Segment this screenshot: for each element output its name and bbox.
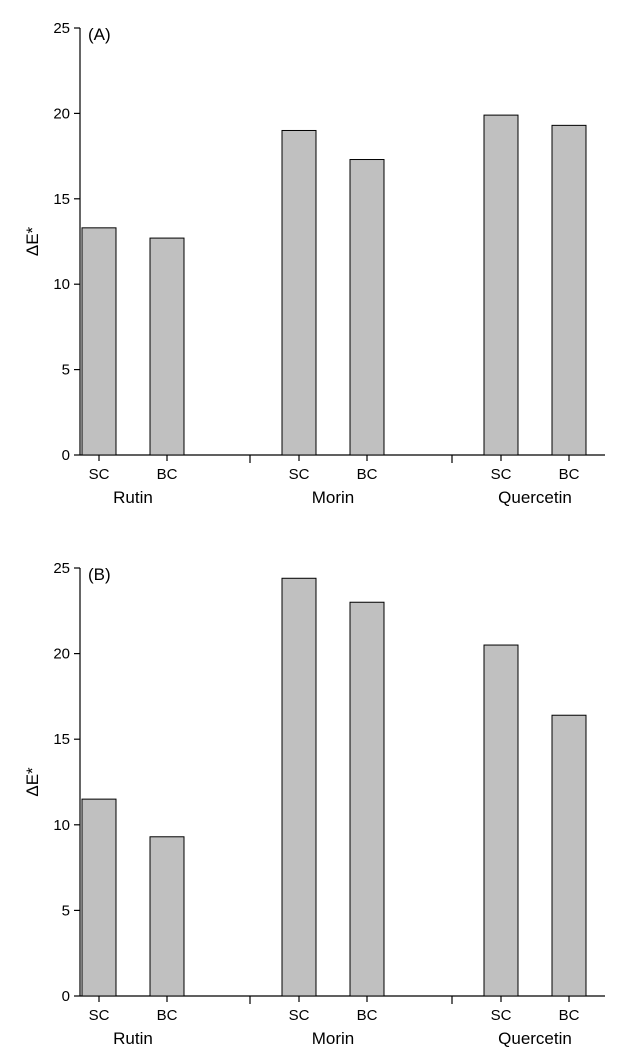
bar-morin-bc <box>349 159 385 456</box>
y-tick-label: 10 <box>53 276 70 293</box>
y-tick-label: 15 <box>53 731 70 748</box>
group-label: Rutin <box>113 488 153 507</box>
bar-rutin-sc <box>81 798 117 997</box>
x-tick-label: SC <box>491 466 512 483</box>
bar-quercetin-sc <box>483 644 519 997</box>
x-tick-label: BC <box>357 466 378 483</box>
x-tick-label: SC <box>289 1007 310 1024</box>
y-tick-label: 25 <box>53 560 70 577</box>
x-tick-label: BC <box>559 466 580 483</box>
group-label: Quercetin <box>498 488 572 507</box>
x-tick-label: SC <box>289 466 310 483</box>
x-tick-label: SC <box>491 1007 512 1024</box>
group-label: Morin <box>312 488 355 507</box>
bar-rutin-bc <box>149 836 185 997</box>
x-tick-label: BC <box>357 1007 378 1024</box>
y-tick-label: 10 <box>53 817 70 834</box>
y-tick-label: 25 <box>53 20 70 37</box>
bar-rutin-sc <box>81 227 117 456</box>
group-label: Morin <box>312 1029 355 1048</box>
panel-label: (A) <box>88 25 111 44</box>
y-tick-label: 0 <box>62 447 70 464</box>
x-tick-label: BC <box>157 1007 178 1024</box>
bar-morin-sc <box>281 577 317 997</box>
y-tick-label: 5 <box>62 902 70 919</box>
bar-quercetin-bc <box>551 124 587 456</box>
panel-label: (B) <box>88 565 111 584</box>
y-tick-label: 20 <box>53 105 70 122</box>
group-label: Quercetin <box>498 1029 572 1048</box>
bar-rutin-bc <box>149 237 185 456</box>
y-tick-label: 20 <box>53 646 70 663</box>
y-axis-title: ΔE* <box>23 226 42 256</box>
y-tick-label: 15 <box>53 191 70 208</box>
y-tick-label: 5 <box>62 362 70 379</box>
bar-quercetin-sc <box>483 114 519 456</box>
y-tick-label: 0 <box>62 988 70 1005</box>
y-axis-title: ΔE* <box>23 767 42 797</box>
group-label: Rutin <box>113 1029 153 1048</box>
bar-morin-sc <box>281 129 317 456</box>
x-tick-label: SC <box>89 1007 110 1024</box>
x-tick-label: SC <box>89 466 110 483</box>
x-tick-label: BC <box>559 1007 580 1024</box>
x-tick-label: BC <box>157 466 178 483</box>
bar-morin-bc <box>349 601 385 997</box>
bar-quercetin-bc <box>551 714 587 997</box>
